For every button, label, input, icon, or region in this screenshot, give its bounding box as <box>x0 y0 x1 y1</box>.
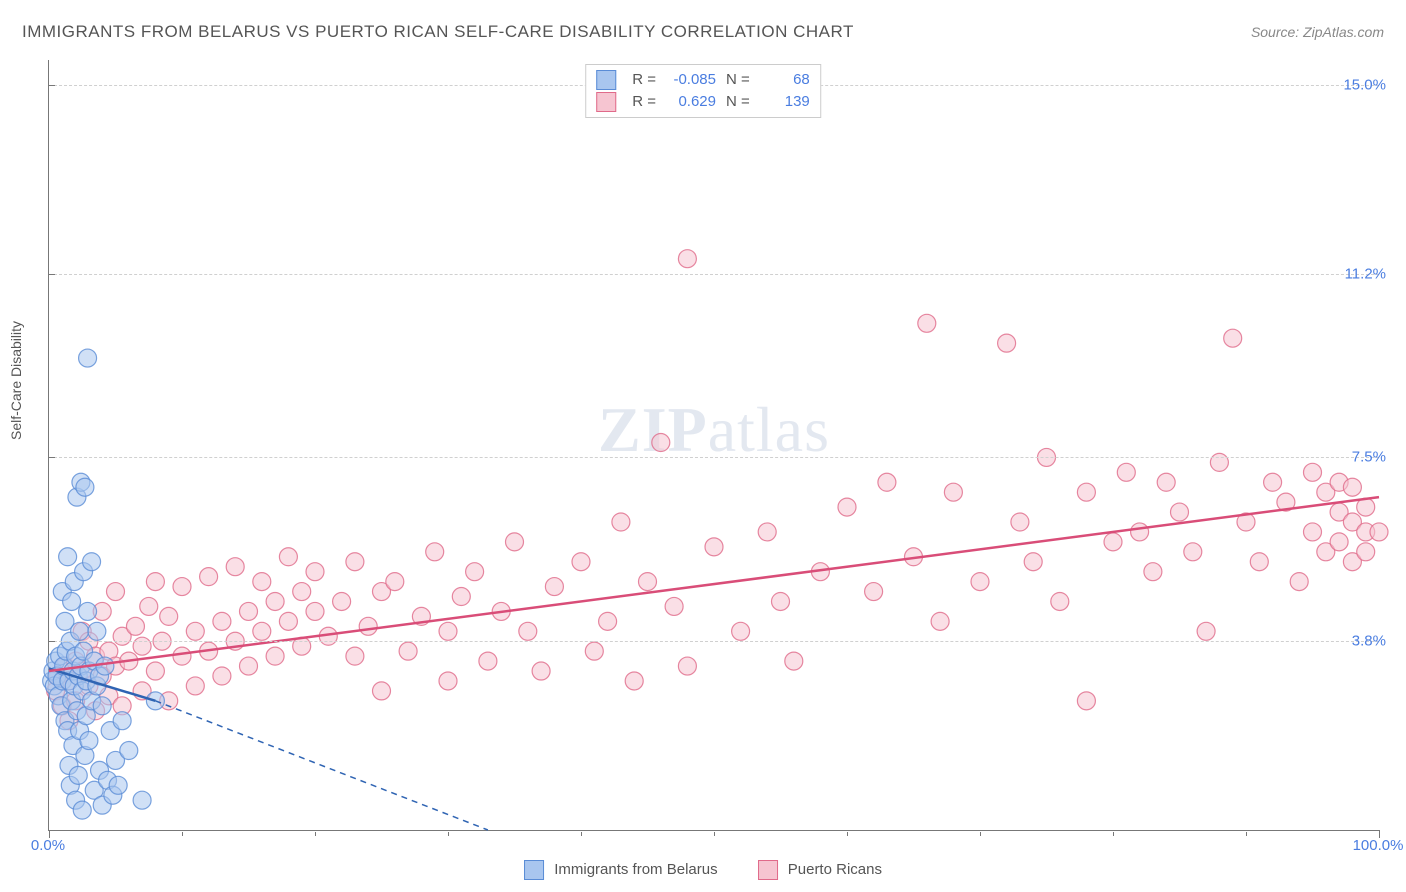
legend-swatch-a <box>596 70 616 90</box>
legend-label: Immigrants from Belarus <box>554 861 717 878</box>
chart-plot-area: ZIPatlas <box>48 60 1379 831</box>
y-axis-label: Self-Care Disability <box>8 321 24 440</box>
correlation-legend: R = -0.085 N = 68 R = 0.629 N = 139 <box>585 64 821 118</box>
n-label: N = <box>726 91 750 113</box>
x-tick-label: 0.0% <box>31 837 65 854</box>
legend-item: Puerto Ricans <box>758 860 882 880</box>
y-tick-label: 7.5% <box>1352 449 1386 466</box>
y-tick-label: 3.8% <box>1352 633 1386 650</box>
legend-swatch-b <box>596 92 616 112</box>
x-tick-label: 100.0% <box>1353 837 1404 854</box>
r-value: 0.629 <box>666 91 716 113</box>
n-value: 68 <box>760 69 810 91</box>
y-tick-label: 15.0% <box>1343 76 1386 93</box>
n-label: N = <box>726 69 750 91</box>
correlation-legend-row: R = 0.629 N = 139 <box>596 91 810 113</box>
legend-label: Puerto Ricans <box>788 861 882 878</box>
legend-swatch-b <box>758 860 778 880</box>
correlation-legend-row: R = -0.085 N = 68 <box>596 69 810 91</box>
y-tick-label: 11.2% <box>1345 265 1386 282</box>
r-value: -0.085 <box>666 69 716 91</box>
source-label: Source: ZipAtlas.com <box>1251 24 1384 40</box>
n-value: 139 <box>760 91 810 113</box>
scatter-svg <box>49 60 1379 830</box>
r-label: R = <box>632 69 656 91</box>
r-label: R = <box>632 91 656 113</box>
legend-swatch-a <box>524 860 544 880</box>
series-legend: Immigrants from Belarus Puerto Ricans <box>524 860 882 880</box>
chart-title: IMMIGRANTS FROM BELARUS VS PUERTO RICAN … <box>22 22 854 42</box>
chart-container: IMMIGRANTS FROM BELARUS VS PUERTO RICAN … <box>0 0 1406 892</box>
legend-item: Immigrants from Belarus <box>524 860 718 880</box>
